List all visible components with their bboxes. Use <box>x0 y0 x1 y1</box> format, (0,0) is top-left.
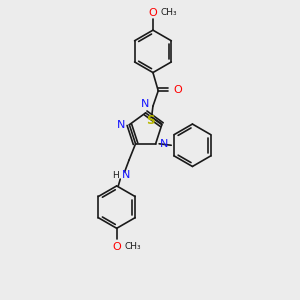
Text: N: N <box>116 120 125 130</box>
Text: N: N <box>122 170 131 180</box>
Text: N: N <box>141 99 149 109</box>
Text: O: O <box>112 242 121 251</box>
Text: CH₃: CH₃ <box>161 8 178 17</box>
Text: CH₃: CH₃ <box>124 242 141 251</box>
Text: O: O <box>174 85 182 94</box>
Text: S: S <box>146 114 155 127</box>
Text: O: O <box>148 8 157 18</box>
Text: N: N <box>159 140 168 149</box>
Text: H: H <box>112 171 119 180</box>
